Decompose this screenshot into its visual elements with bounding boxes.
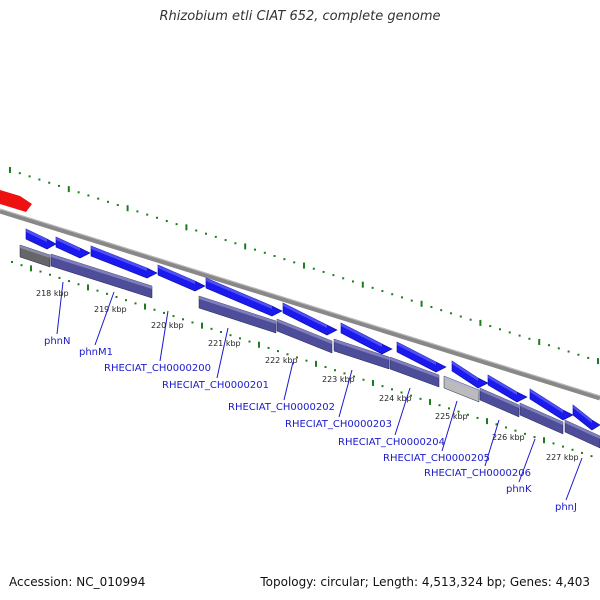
gene-label: RHECIAT_CH0000204 [338,437,445,448]
protein-band-shine-6 [444,376,479,393]
accession-text: Accession: NC_010994 [9,575,146,589]
gene-label: RHECIAT_CH0000200 [104,363,211,374]
leader-line [441,400,458,452]
protein-band-shine-8 [520,403,563,425]
protein-band-shine-4 [334,339,389,360]
leader-line [56,281,64,335]
gene-label: phnJ [555,502,577,513]
genome-title: Rhizobium etli CIAT 652, complete genome [159,9,441,24]
genome-backbone [0,208,600,401]
protein-band-shine-0 [20,245,50,258]
gene-label-layer: phnN phnM1 RHECIAT_CH0000200 RHECIAT_CH0000… [44,336,577,513]
gene-arrow-shine-1 [56,237,80,251]
kbp-label: 219 kbp [94,305,127,314]
gene-arrow-shine-2 [91,246,147,271]
gene-arrow-shine-8 [452,361,478,381]
leader-line [484,419,500,467]
topology-text: Topology: circular; Length: 4,513,324 bp… [260,575,590,589]
gene-label: phnM1 [79,347,113,358]
kbp-label: 218 kbp [36,289,69,298]
gene-label: phnN [44,336,71,347]
leader-line [216,327,229,379]
label-leader-lines [56,281,583,501]
gene-label: RHECIAT_CH0000203 [285,419,392,430]
protein-band-shine-2 [199,296,276,324]
gene-arrow-shine-4 [206,278,272,309]
protein-band-shine-7 [480,388,519,408]
gene-arrow-shine-6 [341,323,382,347]
gene-arrow-shine-5 [283,303,327,328]
gene-arrow-shine-3 [158,265,195,284]
kbp-label: 224 kbp [379,394,412,403]
kbp-label: 226 kbp [492,433,525,442]
gene-arrow-shine-10 [530,389,563,413]
protein-band-track [19,244,600,449]
leader-line [565,457,583,501]
backbone-line [0,208,600,401]
kbp-label: 223 kbp [322,375,355,384]
leader-line [159,310,169,362]
leader-line [518,438,536,483]
leader-line [394,387,411,436]
reverse-strand-feature [0,190,32,212]
kbp-label: 222 kbp [265,356,298,365]
gene-arrow-shine-9 [488,375,517,395]
backbone-highlight [0,208,600,397]
protein-band-shine-5 [390,357,439,378]
protein-band-shine-3 [277,319,332,344]
gene-arrow-track [25,228,600,431]
gene-arrow-shine-11 [573,405,592,423]
gene-label: RHECIAT_CH0000202 [228,402,335,413]
protein-band-shine-1 [51,254,152,289]
gene-label: phnK [506,484,532,495]
leader-line [94,291,115,346]
gene-arrow-shine-7 [397,342,436,365]
red-gene-arrow [0,190,32,212]
leader-line [283,361,294,401]
kbp-label: 220 kbp [151,321,184,330]
kbp-label: 227 kbp [546,453,579,462]
kbp-label: 225 kbp [435,412,468,421]
gene-label: RHECIAT_CH0000206 [424,468,531,479]
inner-tick-track [11,261,593,458]
gene-label: RHECIAT_CH0000205 [383,453,490,464]
protein-band-shine-9 [565,420,600,439]
outer-tick-track [9,167,599,365]
leader-line [338,369,353,418]
gene-label: RHECIAT_CH0000201 [162,380,269,391]
gene-arrow-shine-0 [26,229,47,242]
